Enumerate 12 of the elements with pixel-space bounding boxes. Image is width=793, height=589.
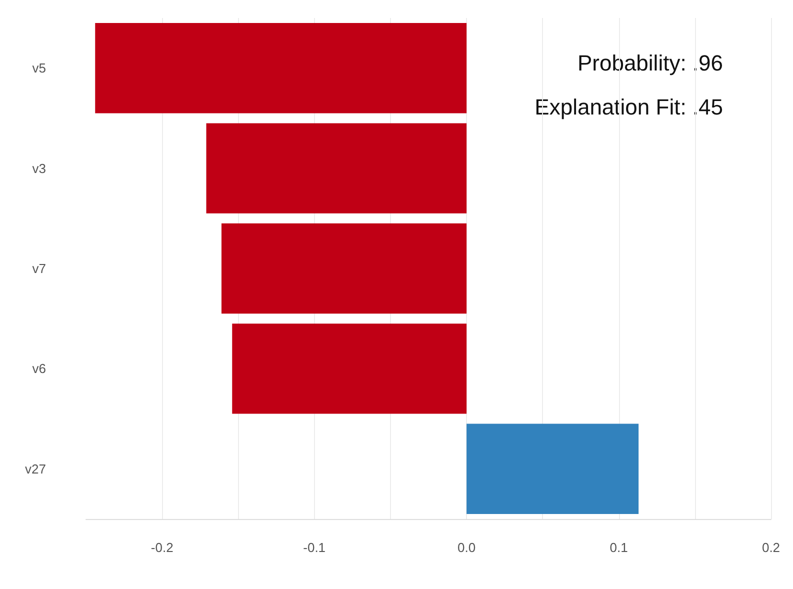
x-tick-label: 0.0 [458, 540, 476, 555]
annotation: Probability: .96 [577, 50, 724, 76]
annotation: Explanation Fit: .45 [534, 94, 724, 120]
x-tick-label: 0.1 [610, 540, 628, 555]
x-tick-label: -0.1 [303, 540, 326, 555]
x-tick-label: 0.2 [762, 540, 780, 555]
y-tick-label: v6 [32, 361, 46, 376]
y-tick-label: v7 [32, 261, 46, 276]
y-tick-label: v27 [25, 461, 46, 476]
y-tick-label: v3 [32, 160, 46, 176]
y-tick-label: v5 [32, 60, 46, 76]
x-tick-label: -0.2 [150, 540, 174, 555]
